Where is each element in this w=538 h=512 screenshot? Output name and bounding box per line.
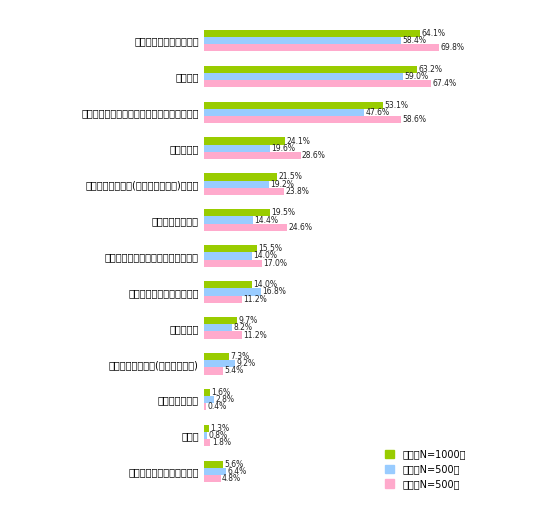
Text: 28.6%: 28.6% (302, 151, 326, 160)
Bar (204, 66, 417, 73)
Text: 0.4%: 0.4% (207, 402, 226, 411)
Bar (204, 145, 271, 152)
Text: 11.2%: 11.2% (243, 331, 267, 339)
Text: 69.8%: 69.8% (441, 43, 464, 52)
Bar (204, 138, 286, 145)
Bar (204, 174, 277, 181)
Text: 64.1%: 64.1% (421, 29, 445, 38)
Text: 1.3%: 1.3% (210, 424, 229, 433)
Bar (204, 252, 251, 260)
Bar (204, 30, 420, 37)
Bar (204, 353, 229, 360)
Bar (204, 324, 232, 331)
Bar (204, 37, 401, 44)
Bar (204, 73, 403, 80)
Bar (204, 461, 223, 468)
Bar (204, 152, 301, 159)
Text: 67.4%: 67.4% (433, 79, 457, 88)
Bar (204, 396, 214, 403)
Bar (204, 217, 253, 224)
Text: 2.8%: 2.8% (215, 395, 234, 404)
Text: 5.4%: 5.4% (224, 367, 243, 375)
Bar (204, 317, 237, 324)
Bar (204, 209, 270, 217)
Bar (204, 389, 210, 396)
Bar (204, 475, 221, 482)
Text: 63.2%: 63.2% (419, 65, 442, 74)
Text: 5.6%: 5.6% (225, 460, 244, 469)
Text: 19.2%: 19.2% (271, 180, 294, 188)
Bar (204, 468, 226, 475)
Bar (204, 116, 401, 123)
Bar (204, 181, 269, 188)
Text: 7.3%: 7.3% (230, 352, 250, 361)
Text: 15.5%: 15.5% (258, 244, 282, 253)
Bar (204, 425, 209, 432)
Text: 1.8%: 1.8% (212, 438, 231, 447)
Text: 16.8%: 16.8% (262, 287, 286, 296)
Text: 58.4%: 58.4% (402, 36, 426, 45)
Bar (204, 260, 261, 267)
Bar (204, 403, 206, 411)
Bar (204, 188, 285, 195)
Text: 59.0%: 59.0% (404, 72, 428, 81)
Text: 53.1%: 53.1% (384, 101, 408, 110)
Bar (204, 281, 251, 288)
Text: 11.2%: 11.2% (243, 294, 267, 304)
Text: 21.5%: 21.5% (278, 173, 302, 181)
Text: 14.4%: 14.4% (254, 216, 278, 225)
Text: 23.8%: 23.8% (286, 187, 310, 196)
Bar (204, 295, 242, 303)
Text: 1.6%: 1.6% (211, 388, 230, 397)
Text: 9.7%: 9.7% (238, 316, 258, 325)
Bar (204, 360, 236, 367)
Text: 14.0%: 14.0% (253, 280, 277, 289)
Text: 9.2%: 9.2% (237, 359, 256, 368)
Text: 8.2%: 8.2% (233, 324, 252, 332)
Bar (204, 80, 431, 87)
Legend: 全体［N=1000］, 男性［N=500］, 女性［N=500］: 全体［N=1000］, 男性［N=500］, 女性［N=500］ (382, 446, 469, 492)
Bar (204, 367, 223, 374)
Bar (204, 439, 210, 446)
Text: 24.1%: 24.1% (287, 137, 311, 145)
Bar (204, 109, 365, 116)
Bar (204, 331, 242, 338)
Bar (204, 245, 257, 252)
Text: 58.6%: 58.6% (403, 115, 427, 124)
Text: 6.4%: 6.4% (227, 467, 246, 476)
Text: 19.5%: 19.5% (271, 208, 295, 218)
Text: 19.6%: 19.6% (272, 144, 296, 153)
Text: 0.8%: 0.8% (208, 431, 228, 440)
Text: 24.6%: 24.6% (288, 223, 313, 232)
Text: 14.0%: 14.0% (253, 251, 277, 261)
Bar (204, 432, 207, 439)
Text: 47.6%: 47.6% (366, 108, 390, 117)
Text: 4.8%: 4.8% (222, 474, 241, 483)
Bar (204, 288, 261, 295)
Bar (204, 101, 383, 109)
Bar (204, 224, 287, 231)
Bar (204, 44, 439, 51)
Text: 17.0%: 17.0% (263, 259, 287, 268)
